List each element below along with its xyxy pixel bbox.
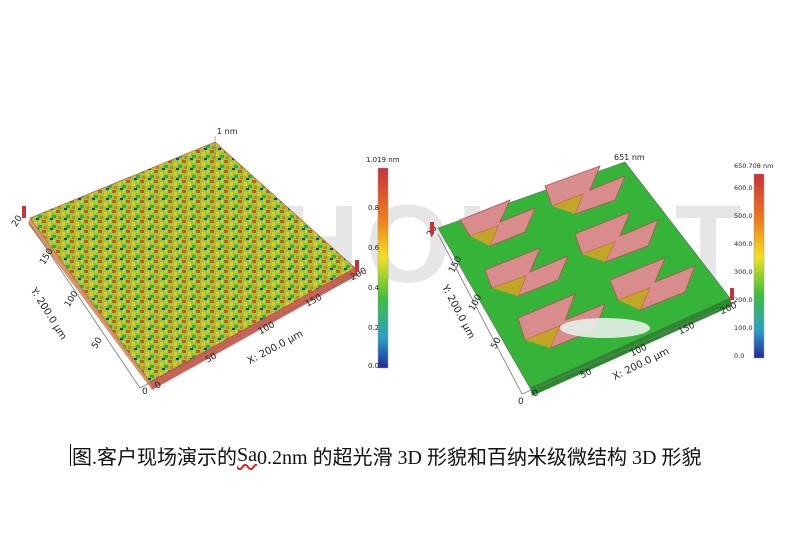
left-cbar-tick-0.0: 0.0 [368,362,379,370]
figure-caption: 图.客户现场演示的 Sa 0.2nm 的超光滑 3D 形貌和百纳米级微结构 3D… [70,440,770,470]
caption-prefix: 图.客户现场演示的 [72,446,237,469]
left-cbar-tick-0.8: 0.8 [368,204,379,212]
left-y-tick-0: 0 [142,387,148,397]
left-y-axis-title: Y: 200.0 µm [27,285,68,342]
left-peak-label: 1 nm [217,127,238,136]
right-structure-2 [544,165,626,215]
left-y-tick-100: 100 [63,289,81,309]
left-colorbar [377,167,389,369]
right-x-tick-0: 0 [531,388,541,400]
left-y-tick-50: 50 [90,336,105,351]
left-x-axis-title: X: 200.0 µm [246,328,305,366]
right-cbar-tick-100: 100.0 [734,324,753,332]
right-colorbar [753,173,765,359]
right-cbar-tick-0: 0.0 [734,352,744,360]
right-cbar-tick-600: 600.0 [734,184,753,192]
left-cbar-tick-0.6: 0.6 [368,244,380,252]
caption-sa: Sa [237,443,257,466]
left-x-tick-0: 0 [153,380,163,392]
right-x-tick-50: 50 [579,367,594,381]
right-structure-1 [459,199,536,247]
right-cbar-tick-500: 500.0 [734,212,753,220]
right-3d-topography-plot: 651 nm 20 150 100 50 0 Y: 200.0 µm 0 50 … [425,153,773,407]
right-cbar-tick-200: 200.0 [734,296,753,304]
left-surface [29,141,356,383]
left-colorbar-max: 1.019 nm [366,156,400,164]
right-peak-label: 651 nm [614,153,645,162]
left-3d-topography-plot: 1 nm 20 150 100 50 0 Y: 200.0 µm 0 50 10… [10,127,400,397]
right-cbar-tick-400: 400.0 [734,240,753,248]
left-cbar-tick-0.2: 0.2 [368,324,379,332]
right-cbar-tick-300: 300.0 [734,268,753,276]
left-cbar-tick-0.4: 0.4 [368,284,380,292]
left-x-tick-50: 50 [204,351,219,365]
text-cursor [70,444,71,466]
caption-suffix: 0.2nm 的超光滑 3D 形貌和百纳米级微结构 3D 形貌 [257,446,702,469]
right-y-tick-50: 50 [489,336,503,351]
right-y-tick-0: 0 [518,397,524,407]
right-colorbar-max: 650.708 nm [734,162,773,170]
right-y-axis-title: Y: 200.0 µm [439,282,477,340]
